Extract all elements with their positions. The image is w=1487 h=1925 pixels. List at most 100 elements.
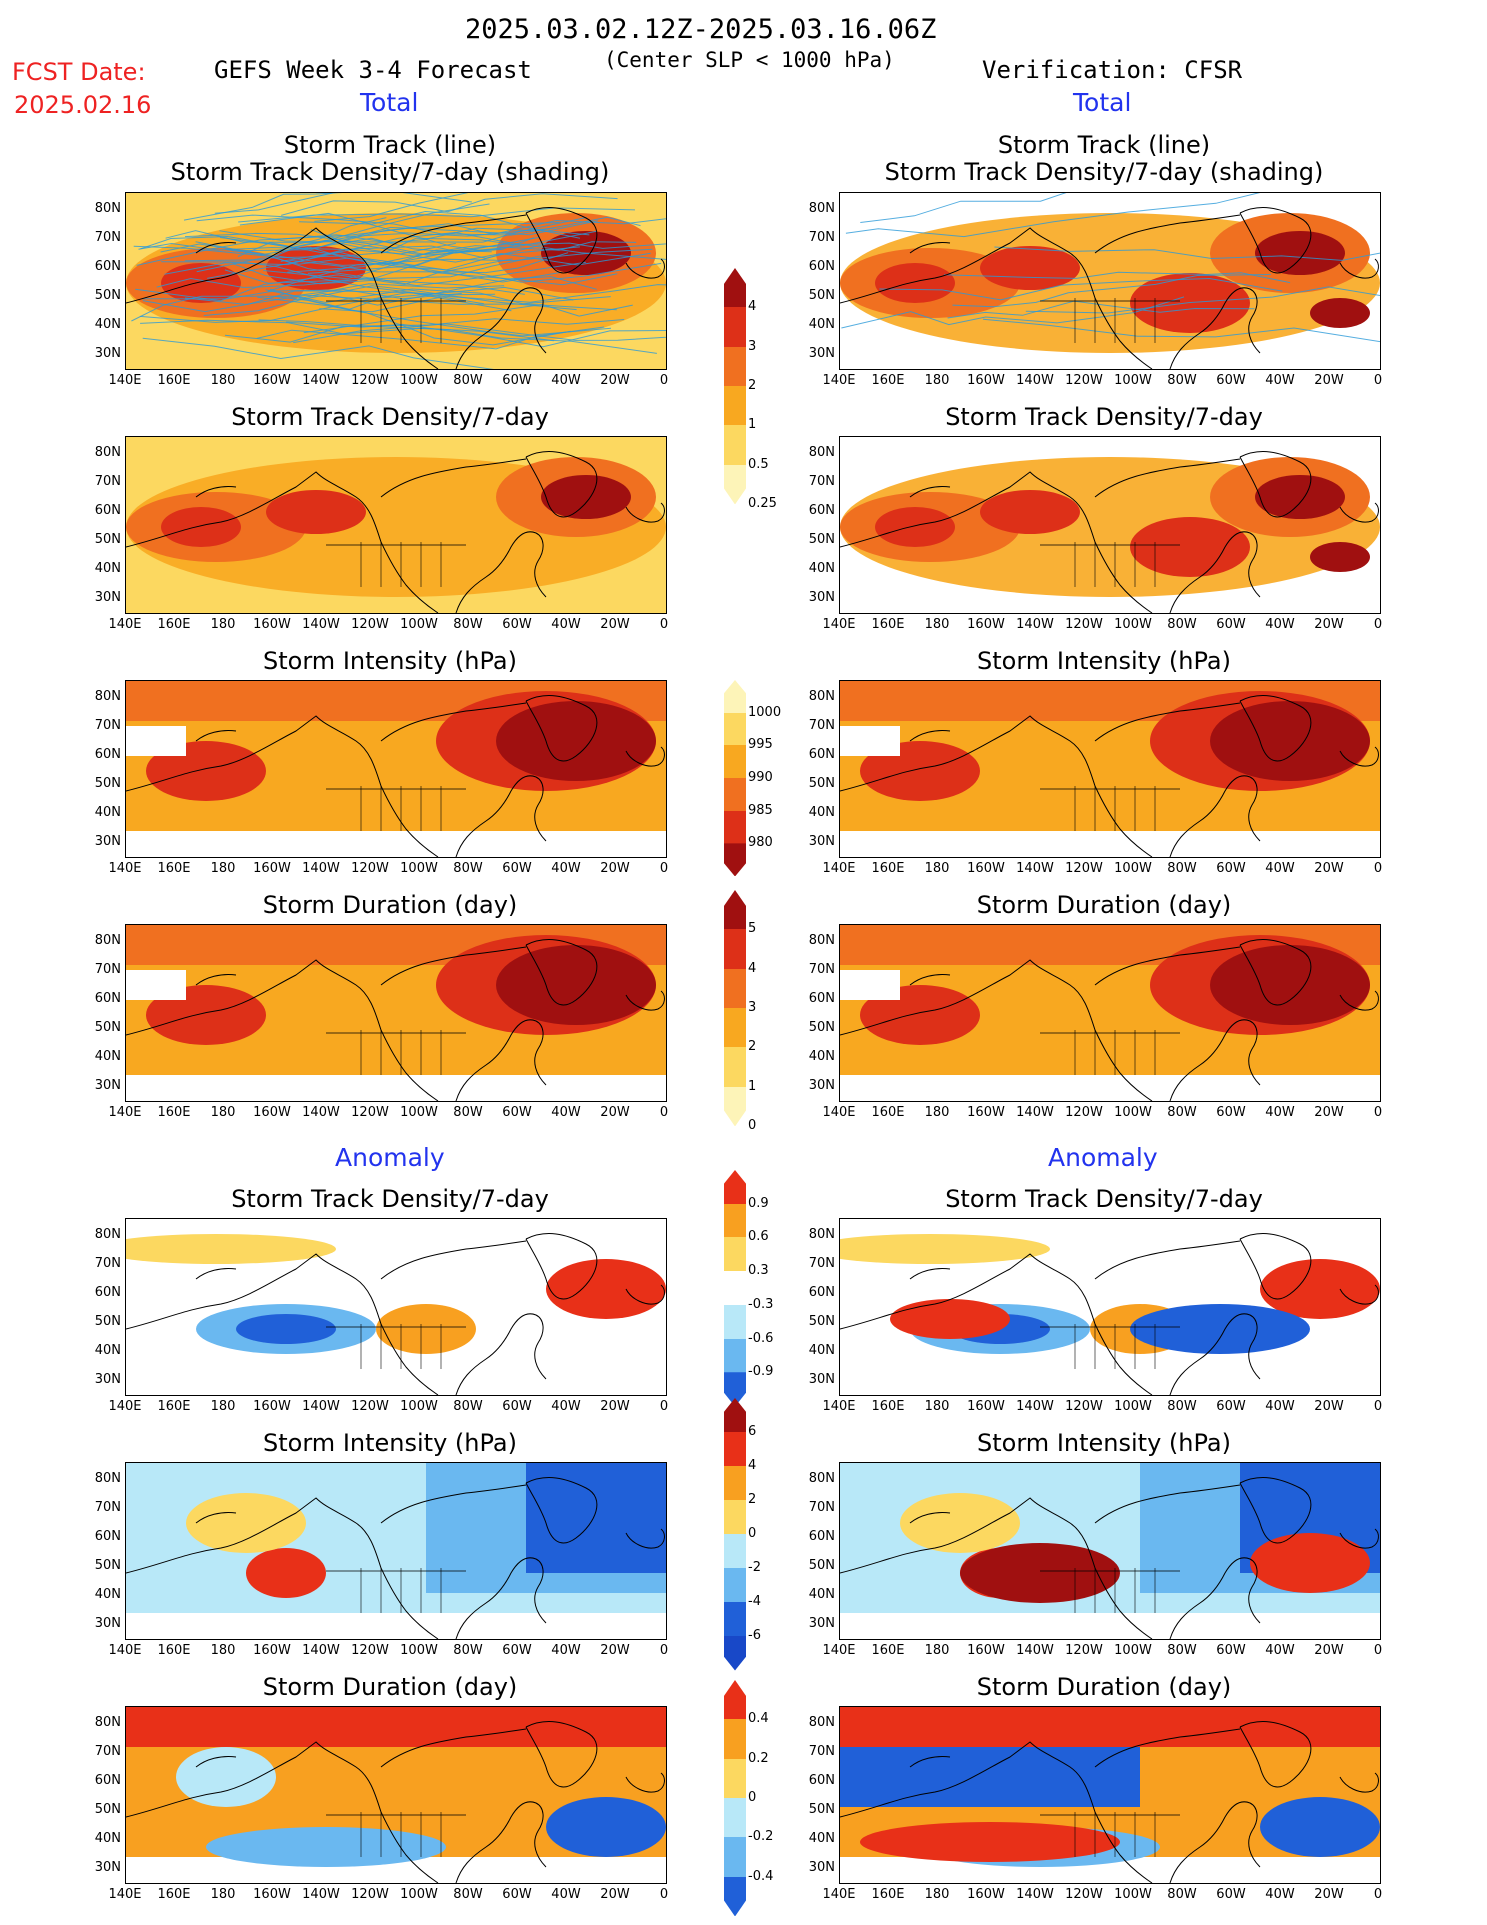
coastline xyxy=(1169,531,1261,613)
lon-tick-label: 120W xyxy=(1065,861,1103,876)
lon-tick-label: 140W xyxy=(302,1887,340,1902)
panel-title-duration-anom-right: Storm Duration (day) xyxy=(976,1673,1232,1701)
density-anomaly-map-forecast xyxy=(125,1218,667,1396)
lon-tick-label: 20W xyxy=(600,1643,630,1658)
lon-tick-label: 20W xyxy=(1314,617,1344,632)
lon-tick-label: 140E xyxy=(822,373,856,388)
field-shading xyxy=(1130,517,1250,577)
coastline xyxy=(1094,946,1241,986)
field-shading xyxy=(546,1797,666,1857)
lon-tick-label: 100W xyxy=(400,861,438,876)
density-map-verification xyxy=(839,436,1381,614)
lon-tick-label: 180 xyxy=(210,373,236,388)
lat-tick-label: 40N xyxy=(94,1343,121,1358)
colorbar-label: 0 xyxy=(748,1526,757,1541)
lon-tick-label: 120W xyxy=(351,861,389,876)
field-shading xyxy=(126,970,186,1000)
coastline xyxy=(1169,1313,1261,1395)
lon-tick-label: 60W xyxy=(1216,1887,1246,1902)
field-shading xyxy=(541,475,631,519)
lon-tick-label: 80W xyxy=(453,617,483,632)
colorbar-label: -2 xyxy=(748,1560,761,1575)
lon-tick-label: 100W xyxy=(400,1105,438,1120)
lon-tick-label: 160W xyxy=(253,1887,291,1902)
lon-tick-label: 0 xyxy=(659,617,669,632)
storm-track-line xyxy=(280,231,666,262)
colorbar-label: 2 xyxy=(748,1039,757,1055)
field-shading xyxy=(161,507,241,547)
colorbar-label: 985 xyxy=(748,802,773,818)
storm-track-line xyxy=(156,250,456,289)
colorbar-label: 0 xyxy=(748,1118,757,1133)
field-shading xyxy=(840,1707,1380,1747)
map-field xyxy=(840,681,1380,857)
lon-tick-label: 120W xyxy=(351,1105,389,1120)
lon-tick-label: 140E xyxy=(822,1643,856,1658)
lat-tick-label: 70N xyxy=(808,962,835,977)
colorbar-label: 4 xyxy=(748,960,757,976)
lon-tick-label: 160W xyxy=(253,1105,291,1120)
lat-tick-label: 40N xyxy=(808,317,835,332)
lon-tick-label: 60W xyxy=(1216,1643,1246,1658)
lon-tick-label: 40W xyxy=(1265,1105,1295,1120)
coastline xyxy=(195,1756,237,1768)
track-title-line1: Storm Track (line) xyxy=(997,131,1211,159)
lat-tick-label: 50N xyxy=(94,288,121,303)
lon-tick-label: 160W xyxy=(967,1399,1005,1414)
colorbar-label: 0.25 xyxy=(748,496,777,511)
storm-track-line xyxy=(131,288,462,322)
storm-track-line xyxy=(161,261,484,305)
lon-tick-label: 20W xyxy=(600,1105,630,1120)
field-shading xyxy=(1210,701,1370,781)
colorbar-intensity-total xyxy=(724,680,746,877)
lon-tick-label: 100W xyxy=(1114,373,1152,388)
lon-tick-label: 180 xyxy=(210,1399,236,1414)
lat-tick-label: 80N xyxy=(94,1227,121,1242)
coastline xyxy=(126,959,439,1101)
lat-tick-label: 30N xyxy=(808,1078,835,1093)
lat-tick-label: 50N xyxy=(808,1802,835,1817)
coastline xyxy=(1239,451,1312,518)
lat-tick-label: 70N xyxy=(808,1744,835,1759)
storm-track-line xyxy=(267,248,653,292)
map-field xyxy=(840,437,1380,613)
lon-tick-label: 80W xyxy=(453,373,483,388)
storm-track-line xyxy=(136,222,560,266)
lon-tick-label: 180 xyxy=(210,1643,236,1658)
field-shading xyxy=(186,1493,306,1553)
panel-title-intensity-left: Storm Intensity (hPa) xyxy=(263,647,517,675)
field-shading xyxy=(1260,1259,1380,1319)
field-shading xyxy=(840,1747,1140,1807)
map-field xyxy=(126,193,666,369)
lon-tick-label: 180 xyxy=(924,373,950,388)
lat-tick-label: 40N xyxy=(808,1831,835,1846)
lon-tick-label: 40W xyxy=(1265,1887,1295,1902)
map-field xyxy=(840,1463,1380,1639)
field-shading xyxy=(840,1234,1050,1264)
colorbar-label: 3 xyxy=(748,338,757,354)
colorbar-segment xyxy=(724,1636,746,1671)
lon-tick-label: 120W xyxy=(1065,1643,1103,1658)
density-anomaly-map-verification xyxy=(839,1218,1381,1396)
colorbar-label: 4 xyxy=(748,299,757,315)
lon-tick-label: 40W xyxy=(551,1643,581,1658)
coastline xyxy=(1239,1721,1312,1788)
field-shading xyxy=(526,1463,666,1573)
coastline xyxy=(1339,1528,1379,1549)
lat-tick-label: 40N xyxy=(94,1049,121,1064)
lat-tick-label: 30N xyxy=(808,1616,835,1631)
coastline xyxy=(1094,214,1241,254)
lat-tick-label: 80N xyxy=(94,689,121,704)
lon-tick-label: 60W xyxy=(1216,617,1246,632)
duration-map-verification xyxy=(839,924,1381,1102)
coastline xyxy=(840,715,1153,857)
lat-tick-label: 60N xyxy=(94,1773,121,1788)
storm-track-line xyxy=(286,321,666,348)
lon-tick-label: 80W xyxy=(453,1105,483,1120)
storm-track-line xyxy=(994,246,1380,261)
map-field xyxy=(126,437,666,613)
lon-tick-label: 80W xyxy=(453,1399,483,1414)
lon-tick-label: 140E xyxy=(108,1105,142,1120)
coastline xyxy=(625,1284,665,1305)
coastline xyxy=(380,1728,527,1768)
